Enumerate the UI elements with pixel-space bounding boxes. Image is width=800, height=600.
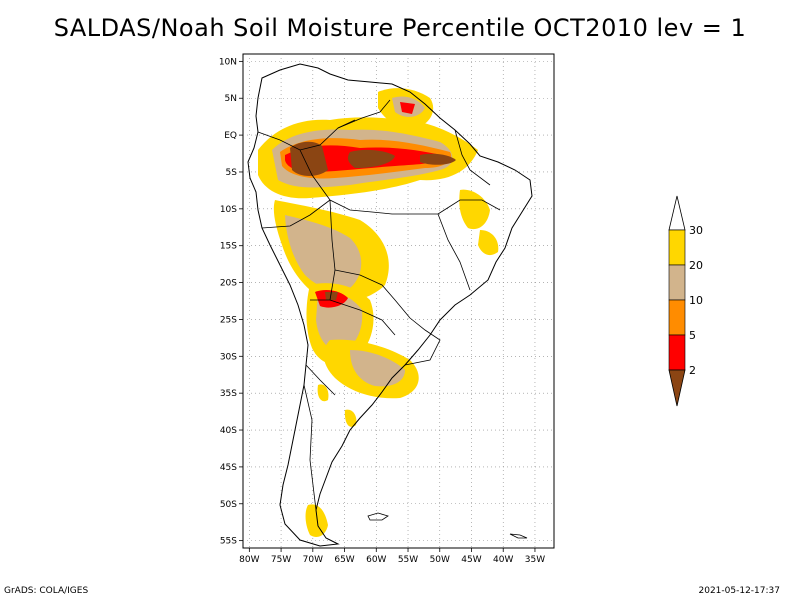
shade-brown-north-3 <box>420 153 456 165</box>
country-borders <box>257 99 501 511</box>
legend-label-30: 30 <box>689 224 703 237</box>
lon-label: 60W <box>366 555 386 565</box>
colorbar-seg-tan <box>668 264 686 301</box>
shade-brown-north-2 <box>347 149 395 168</box>
shade-chaco-brown <box>325 292 338 300</box>
shade-patagonia-2 <box>317 384 329 402</box>
map-title: SALDAS/Noah Soil Moisture Percentile OCT… <box>53 14 747 42</box>
lat-label: 10N <box>219 57 237 67</box>
legend-label-20: 20 <box>689 259 703 272</box>
colorbar-arrow-bottom <box>668 369 686 407</box>
lat-label: 5N <box>225 94 237 104</box>
lat-label: 20S <box>220 279 237 289</box>
longitude-labels: 80W 75W 70W 65W 60W 55W 50W 45W 40W 35W <box>239 548 545 565</box>
footer-timestamp: 2021-05-12-17:37 <box>698 586 781 596</box>
lon-label: 75W <box>271 555 291 565</box>
lat-label: 35S <box>220 389 237 399</box>
lon-label: 50W <box>430 555 450 565</box>
shade-patagonia <box>305 504 328 537</box>
lon-label: 80W <box>239 555 259 565</box>
percentile-shading <box>258 88 499 537</box>
colorbar-legend: 30 20 10 5 2 <box>668 195 703 407</box>
lat-label: 30S <box>220 352 237 362</box>
shade-pampas-tan <box>350 350 405 387</box>
colorbar-seg-red <box>668 334 686 371</box>
lat-label: 5S <box>226 168 238 178</box>
south-georgia <box>509 533 528 539</box>
falkland-islands <box>367 512 389 521</box>
lon-label: 65W <box>334 555 354 565</box>
latitude-labels: 10N 5N EQ 5S 10S 15S 20S 25S 30S 35S 40S 45S 50S 55S <box>219 57 243 547</box>
lon-label: 55W <box>398 555 418 565</box>
lat-label: 45S <box>220 463 237 473</box>
lat-label: EQ <box>224 131 237 141</box>
shade-east-2 <box>478 230 499 256</box>
legend-label-5: 5 <box>689 329 696 342</box>
lon-label: 70W <box>303 555 323 565</box>
shade-east <box>459 189 490 230</box>
lat-label: 10S <box>220 205 237 215</box>
lat-label: 50S <box>220 500 237 510</box>
colorbar-seg-orange <box>668 299 686 336</box>
lat-label: 40S <box>220 426 237 436</box>
legend-label-2: 2 <box>689 364 696 377</box>
colorbar-arrow-top <box>668 195 686 231</box>
shade-brown-north <box>290 141 328 176</box>
lon-label: 45W <box>461 555 481 565</box>
continent-outline <box>247 63 533 547</box>
lat-label: 55S <box>220 537 237 547</box>
lon-label: 35W <box>525 555 545 565</box>
footer-credit: GrADS: COLA/IGES <box>4 586 89 596</box>
lon-label: 40W <box>493 555 513 565</box>
legend-label-10: 10 <box>689 294 703 307</box>
lat-label: 25S <box>220 315 237 325</box>
shade-central-arg <box>344 409 357 427</box>
colorbar-seg-yellow <box>668 229 686 266</box>
lat-label: 15S <box>220 242 237 252</box>
shade-guiana-red <box>400 102 415 114</box>
